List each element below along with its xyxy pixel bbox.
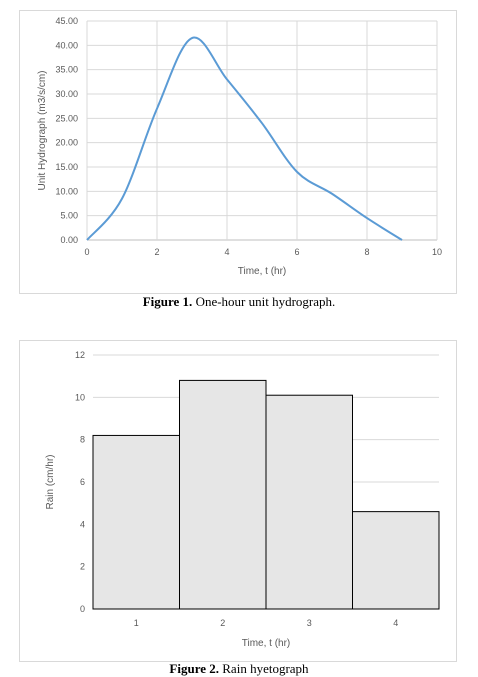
y-tick-label: 6: [80, 477, 85, 487]
figure-1-caption-text: One-hour unit hydrograph.: [192, 294, 335, 309]
figure-2-caption: Figure 2. Rain hyetograph: [0, 661, 478, 677]
y-tick-label: 35.00: [55, 65, 78, 75]
x-tick-label: 4: [224, 247, 229, 257]
y-tick-label: 30.00: [55, 89, 78, 99]
y-axis-title: Rain (cm/hr): [45, 454, 56, 509]
rain-bar: [353, 512, 440, 609]
y-tick-label: 4: [80, 519, 85, 529]
y-tick-label: 2: [80, 562, 85, 572]
rain-bar: [93, 435, 180, 609]
rain-bar: [266, 395, 353, 609]
y-tick-label: 0: [80, 604, 85, 614]
y-tick-label: 10: [75, 392, 85, 402]
x-tick-label: 4: [393, 618, 398, 628]
figure-2-caption-text: Rain hyetograph: [219, 661, 309, 676]
y-axis-title: Unit Hydrograph (m3/s/cm): [37, 70, 48, 190]
y-tick-label: 10.00: [55, 186, 78, 196]
y-tick-label: 45.00: [55, 16, 78, 26]
x-tick-label: 1: [134, 618, 139, 628]
figure-2-caption-label: Figure 2.: [169, 661, 219, 676]
x-tick-label: 10: [432, 247, 442, 257]
y-tick-label: 15.00: [55, 162, 78, 172]
y-tick-label: 12: [75, 350, 85, 360]
x-axis-title: Time, t (hr): [238, 266, 287, 277]
x-tick-label: 8: [364, 247, 369, 257]
x-tick-label: 2: [154, 247, 159, 257]
x-axis-title: Time, t (hr): [242, 638, 291, 649]
y-tick-label: 40.00: [55, 40, 78, 50]
x-tick-label: 6: [294, 247, 299, 257]
y-tick-label: 0.00: [60, 235, 78, 245]
y-tick-label: 8: [80, 435, 85, 445]
hydrograph-series-line: [87, 38, 402, 240]
y-tick-label: 25.00: [55, 113, 78, 123]
unit-hydrograph-chart: 0.005.0010.0015.0020.0025.0030.0035.0040…: [20, 11, 456, 293]
y-tick-label: 20.00: [55, 138, 78, 148]
x-tick-label: 0: [84, 247, 89, 257]
x-tick-label: 3: [307, 618, 312, 628]
figure-1-caption: Figure 1. One-hour unit hydrograph.: [0, 294, 478, 310]
rain-bar: [180, 380, 267, 609]
y-tick-label: 5.00: [60, 211, 78, 221]
figure-1-caption-label: Figure 1.: [143, 294, 193, 309]
x-tick-label: 2: [220, 618, 225, 628]
